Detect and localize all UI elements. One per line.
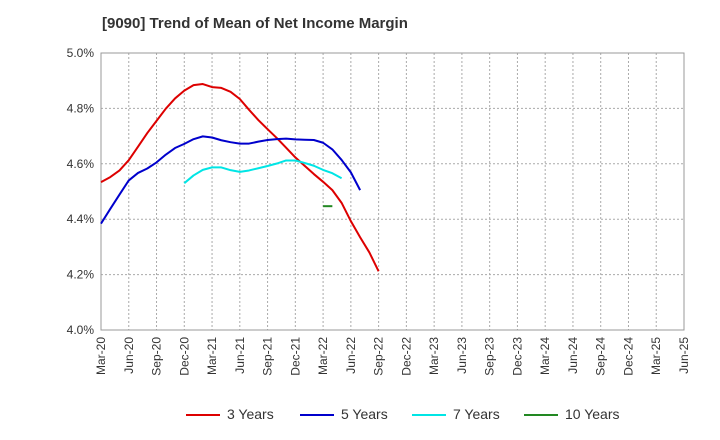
chart-title: [9090] Trend of Mean of Net Income Margi… (102, 15, 408, 32)
x-tick-label: Jun-23 (455, 337, 469, 374)
series-line-5-years (100, 135, 361, 225)
x-tick-label: Dec-21 (288, 337, 302, 376)
x-tick-label: Dec-24 (621, 337, 635, 376)
y-tick-label: 4.2% (67, 268, 95, 282)
series-line-3-years (100, 83, 380, 272)
y-tick-label: 4.4% (67, 212, 95, 226)
y-tick-label: 4.6% (67, 157, 95, 171)
x-tick-label: Jun-20 (122, 337, 136, 374)
y-tick-label: 4.0% (67, 323, 95, 337)
x-tick-label: Mar-25 (649, 337, 663, 375)
x-tick-label: Sep-22 (372, 337, 386, 376)
y-tick-label: 5.0% (67, 46, 95, 60)
series-line-7-years (183, 159, 343, 184)
x-axis-ticks: Mar-20 Jun-20 Sep-20 Dec-20 Mar-21 Jun-21 Sep-… (94, 337, 691, 376)
x-tick-label: Mar-20 (94, 337, 108, 375)
legend-swatch-5-years (300, 414, 334, 416)
series-layer (100, 83, 380, 272)
x-tick-label: Jun-25 (677, 337, 691, 374)
legend-label-7-years: 7 Years (453, 406, 500, 422)
grid (101, 53, 684, 330)
x-tick-label: Dec-23 (510, 337, 524, 376)
x-tick-label: Mar-21 (205, 337, 219, 375)
x-tick-label: Mar-23 (427, 337, 441, 375)
x-tick-label: Sep-20 (150, 337, 164, 376)
legend-label-3-years: 3 Years (227, 406, 274, 422)
x-tick-label: Mar-24 (538, 337, 552, 375)
x-tick-label: Sep-23 (483, 337, 497, 376)
legend: 3 Years 5 Years 7 Years 10 Years (0, 404, 720, 426)
y-axis-ticks: 4.0% 4.2% 4.4% 4.6% 4.8% 5.0% (67, 46, 95, 337)
x-tick-label: Jun-24 (566, 337, 580, 374)
x-tick-label: Jun-22 (344, 337, 358, 374)
legend-swatch-10-years (524, 414, 558, 416)
x-tick-label: Jun-21 (233, 337, 247, 374)
x-tick-label: Dec-20 (177, 337, 191, 376)
x-tick-label: Mar-22 (316, 337, 330, 375)
x-tick-label: Dec-22 (399, 337, 413, 376)
plot-area-border (100, 52, 685, 331)
x-tick-label: Sep-21 (261, 337, 275, 376)
y-tick-label: 4.8% (67, 101, 95, 115)
legend-swatch-7-years (412, 414, 446, 416)
x-tick-label: Sep-24 (594, 337, 608, 376)
legend-label-5-years: 5 Years (341, 406, 388, 422)
legend-swatch-3-years (186, 414, 220, 416)
legend-label-10-years: 10 Years (565, 406, 620, 422)
